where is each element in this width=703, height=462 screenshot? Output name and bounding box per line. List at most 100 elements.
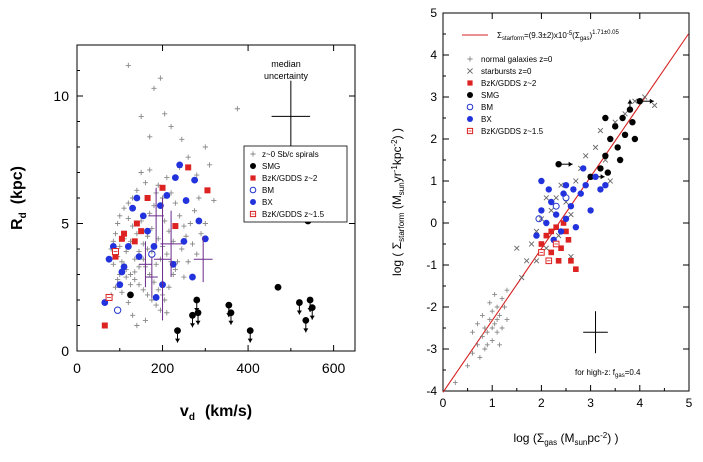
left-point bbox=[168, 190, 174, 196]
right-point bbox=[475, 342, 480, 348]
left-point bbox=[127, 282, 134, 288]
left-point bbox=[206, 162, 213, 168]
left-point bbox=[194, 172, 200, 178]
right-point bbox=[587, 173, 594, 180]
left-ytick-label: 10 bbox=[53, 88, 69, 104]
right-point bbox=[477, 355, 483, 360]
right-panel: 0 1 2 3 4 5 -4 -3 -2 -1 0 1 2 3 4 5 normal galaxies z=0… bbox=[390, 6, 693, 447]
right-point bbox=[535, 215, 543, 223]
left-point bbox=[118, 268, 126, 276]
right-point bbox=[514, 245, 520, 251]
left-point bbox=[134, 322, 140, 329]
right-ticks: 0 1 2 3 4 5 -4 -3 -2 -1 0 1 2 3 4 5 bbox=[426, 6, 692, 410]
right-point bbox=[489, 308, 495, 314]
right-legend-label: BzK/GDDS z~1.5 bbox=[481, 127, 544, 136]
left-point bbox=[138, 113, 144, 119]
right-fit-line bbox=[442, 33, 689, 393]
right-point bbox=[597, 165, 604, 172]
right-point bbox=[573, 178, 579, 184]
right-point bbox=[587, 207, 594, 214]
left-annotation-line1: median bbox=[271, 59, 301, 69]
right-point bbox=[499, 325, 505, 331]
right-legend-label: normal galaxies z=0 bbox=[481, 55, 553, 64]
right-ytick-label: 5 bbox=[430, 6, 437, 20]
right-point bbox=[562, 182, 570, 189]
right-xtick-label: 0 bbox=[440, 396, 447, 410]
right-point bbox=[602, 114, 609, 122]
left-ytick-label: 5 bbox=[61, 216, 69, 232]
right-xlabel: log (Σgas (Msunpc-2) ) bbox=[513, 431, 618, 447]
left-point bbox=[138, 228, 145, 235]
left-point bbox=[159, 184, 166, 191]
left-point bbox=[189, 273, 196, 281]
left-point bbox=[166, 284, 172, 290]
left-point bbox=[132, 256, 138, 262]
left-point bbox=[151, 85, 157, 91]
right-point bbox=[563, 228, 569, 235]
right-point bbox=[492, 321, 498, 327]
right-point bbox=[558, 245, 564, 251]
right-point bbox=[543, 195, 550, 201]
right-limit-arrow-head bbox=[627, 99, 633, 104]
left-point bbox=[130, 312, 136, 318]
right-point bbox=[484, 329, 490, 335]
right-point bbox=[572, 224, 580, 231]
left-limit-arrow-head bbox=[303, 328, 309, 333]
right-limit-arrow-head bbox=[600, 174, 605, 180]
left-legend-box bbox=[243, 145, 348, 223]
right-ytick-label: 4 bbox=[430, 48, 437, 62]
left-legend-label: SMG bbox=[262, 162, 280, 171]
left-point bbox=[110, 261, 116, 267]
left-point bbox=[198, 231, 204, 237]
right-point bbox=[494, 329, 500, 335]
right-point bbox=[494, 317, 500, 322]
left-limit-arrow-head bbox=[228, 320, 234, 325]
left-point bbox=[125, 215, 131, 221]
right-point bbox=[580, 165, 587, 172]
right-point bbox=[568, 211, 574, 218]
right-point bbox=[548, 198, 555, 206]
right-legend-label: SMG bbox=[481, 91, 499, 100]
left-point bbox=[172, 266, 178, 272]
right-point bbox=[592, 173, 599, 180]
right-fit-label: Σstarform=(9.3±2)x10-5(Σgas)1.71±0.05 bbox=[497, 30, 619, 42]
left-legend-marker bbox=[250, 151, 256, 157]
left-point bbox=[181, 274, 187, 280]
right-ytick-label: -2 bbox=[426, 300, 437, 314]
right-point bbox=[492, 292, 498, 297]
left-point bbox=[142, 317, 149, 323]
right-point bbox=[602, 152, 609, 159]
left-point bbox=[112, 284, 119, 290]
left-limit-arrow-head bbox=[296, 310, 302, 315]
left-point bbox=[177, 213, 183, 219]
right-point bbox=[497, 342, 502, 348]
right-point bbox=[552, 202, 560, 210]
right-point bbox=[553, 224, 559, 230]
left-point bbox=[155, 287, 161, 293]
right-point bbox=[548, 228, 555, 235]
left-point bbox=[120, 263, 128, 271]
left-point bbox=[179, 136, 185, 142]
left-point bbox=[195, 217, 203, 225]
right-xtick-label: 3 bbox=[587, 396, 594, 410]
right-data bbox=[442, 33, 689, 393]
left-point bbox=[133, 194, 141, 202]
left-point bbox=[172, 223, 179, 230]
right-point bbox=[487, 300, 493, 306]
right-ytick-label: 2 bbox=[430, 132, 437, 146]
left-point bbox=[274, 283, 282, 291]
right-ytick-label: -3 bbox=[426, 342, 437, 356]
left-ticks: 0 200 400 600 0 5 10 bbox=[53, 45, 355, 376]
left-point bbox=[192, 208, 198, 214]
left-point bbox=[117, 213, 123, 219]
left-point bbox=[193, 296, 201, 304]
right-point bbox=[465, 363, 470, 369]
left-point bbox=[118, 235, 125, 242]
left-point bbox=[174, 259, 181, 265]
right-point bbox=[636, 98, 643, 105]
left-point bbox=[204, 187, 211, 194]
left-xtick-label: 200 bbox=[151, 360, 175, 376]
left-point bbox=[124, 243, 132, 250]
left-point bbox=[147, 210, 153, 216]
left-point bbox=[125, 299, 131, 306]
